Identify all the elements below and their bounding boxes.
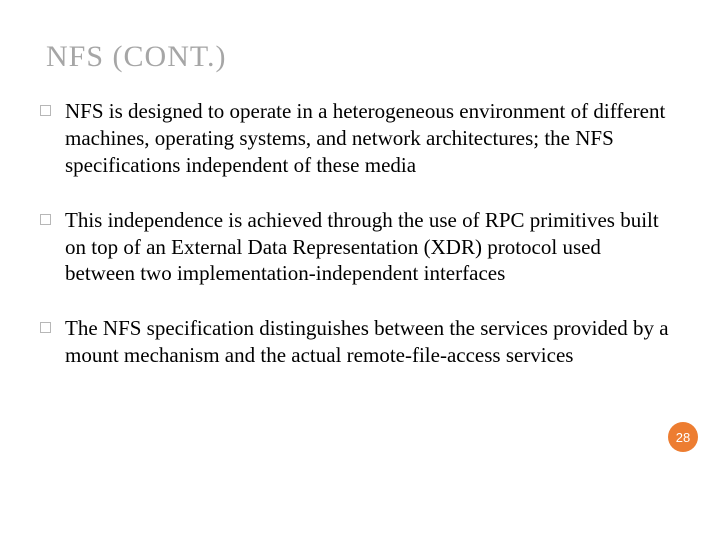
- bullet-text: The NFS specification distinguishes betw…: [65, 315, 670, 369]
- slide-title: NFS (CONT.): [46, 40, 670, 74]
- page-number: 28: [676, 430, 690, 445]
- slide-container: NFS (CONT.) NFS is designed to operate i…: [0, 0, 720, 540]
- bullet-item: The NFS specification distinguishes betw…: [40, 315, 670, 369]
- page-number-badge: 28: [668, 422, 698, 452]
- square-bullet-icon: [40, 214, 51, 225]
- square-bullet-icon: [40, 322, 51, 333]
- bullet-text: This independence is achieved through th…: [65, 207, 670, 288]
- bullet-list: NFS is designed to operate in a heteroge…: [40, 98, 670, 369]
- bullet-text: NFS is designed to operate in a heteroge…: [65, 98, 670, 179]
- square-bullet-icon: [40, 105, 51, 116]
- bullet-item: This independence is achieved through th…: [40, 207, 670, 288]
- bullet-item: NFS is designed to operate in a heteroge…: [40, 98, 670, 179]
